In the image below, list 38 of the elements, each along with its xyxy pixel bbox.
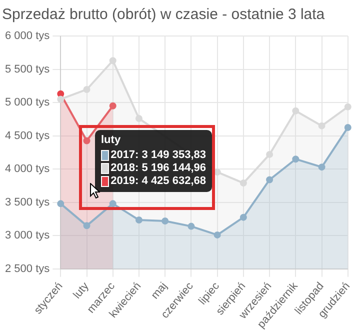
point [292,107,300,114]
y-tick-label: 2 500 tys [5,262,50,275]
point [83,86,90,93]
point [57,96,64,103]
point [83,222,90,230]
point [318,122,326,130]
point [135,216,142,224]
point [344,103,352,110]
point [109,200,116,208]
y-tick-label: 4 000 tys [5,163,50,176]
y-tick-label: 3 500 tys [5,196,50,208]
y-tick-label: 3 000 tys [5,230,50,242]
y-tick-label: 5 500 tys [5,63,50,76]
point [162,217,169,224]
y-tick-label: 4 500 tys [5,130,50,142]
annotation: 2019: 4 425 632,68 [110,175,206,188]
point [240,180,247,187]
point [109,57,116,64]
y-tick-label: 5 000 tys [5,96,50,109]
point [318,164,326,171]
point [135,115,142,122]
point [266,150,274,158]
point [240,214,247,221]
x-tick-label: luty [71,280,92,302]
point [83,137,90,144]
y-tick-label: 6 000 tys [5,30,50,42]
point [214,231,221,238]
point [344,124,352,131]
point [57,90,64,98]
point [109,102,116,110]
annotation: 2017: 3 149 353,83 [110,149,206,162]
point [292,156,300,163]
point [188,222,195,230]
point [57,200,64,208]
chart-title: Sprzedaż brutto (obrót) w czasie - ostatnie 3 lata [2,6,326,24]
annotation: 2018: 5 196 144,96 [110,162,206,175]
annotation: luty [101,134,122,147]
point [266,176,274,184]
